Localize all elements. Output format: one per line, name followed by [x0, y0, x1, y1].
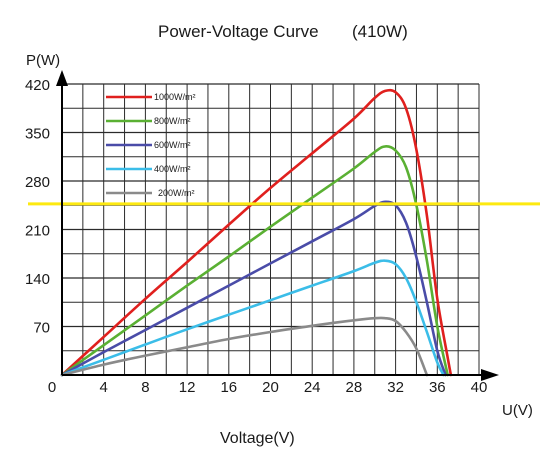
x-axis-end-label: U(V) — [502, 402, 533, 419]
legend-label: 600W/m² — [154, 140, 191, 150]
x-tick-label: 4 — [100, 379, 108, 396]
y-axis-arrow — [56, 70, 68, 86]
x-tick-label: 0 — [48, 379, 56, 396]
series-line-5 — [60, 316, 429, 377]
legend-label: 1000W/m² — [154, 92, 196, 102]
chart-subtitle: (410W) — [352, 22, 408, 41]
x-axis-label: Voltage(V) — [220, 430, 295, 447]
series-line-2 — [60, 145, 449, 377]
y-tick-label: 70 — [33, 320, 50, 337]
series-lines — [60, 88, 453, 377]
x-tick-label: 16 — [220, 379, 237, 396]
legend-label: 400W/m² — [154, 164, 191, 174]
chart-title: Power-Voltage Curve — [158, 22, 319, 41]
y-axis-label: P(W) — [26, 52, 60, 69]
x-tick-label: 36 — [429, 379, 446, 396]
tick-labels: 0 4 8 12 16 20 24 28 32 36 40 70 140 210 280 350 420 — [25, 77, 487, 396]
x-tick-label: 24 — [304, 379, 321, 396]
y-tick-label: 280 — [25, 174, 50, 191]
x-tick-label: 32 — [387, 379, 404, 396]
x-tick-label: 12 — [179, 379, 196, 396]
y-tick-label: 420 — [25, 77, 50, 94]
x-axis-arrow — [481, 369, 499, 381]
y-tick-label: 210 — [25, 223, 50, 240]
series-line-1 — [60, 88, 453, 377]
legend-label: 200W/m² — [158, 188, 195, 198]
x-tick-label: 8 — [141, 379, 149, 396]
legend: 1000W/m² 800W/m² 600W/m² 400W/m² 200W/m² — [106, 92, 196, 198]
axes — [56, 70, 499, 381]
x-tick-label: 28 — [346, 379, 363, 396]
y-tick-label: 350 — [25, 126, 50, 143]
x-tick-label: 20 — [262, 379, 279, 396]
series-line-3 — [60, 200, 447, 377]
y-tick-label: 140 — [25, 271, 50, 288]
series-line-4 — [60, 259, 445, 377]
x-tick-label: 40 — [471, 379, 488, 396]
legend-label: 800W/m² — [154, 116, 191, 126]
